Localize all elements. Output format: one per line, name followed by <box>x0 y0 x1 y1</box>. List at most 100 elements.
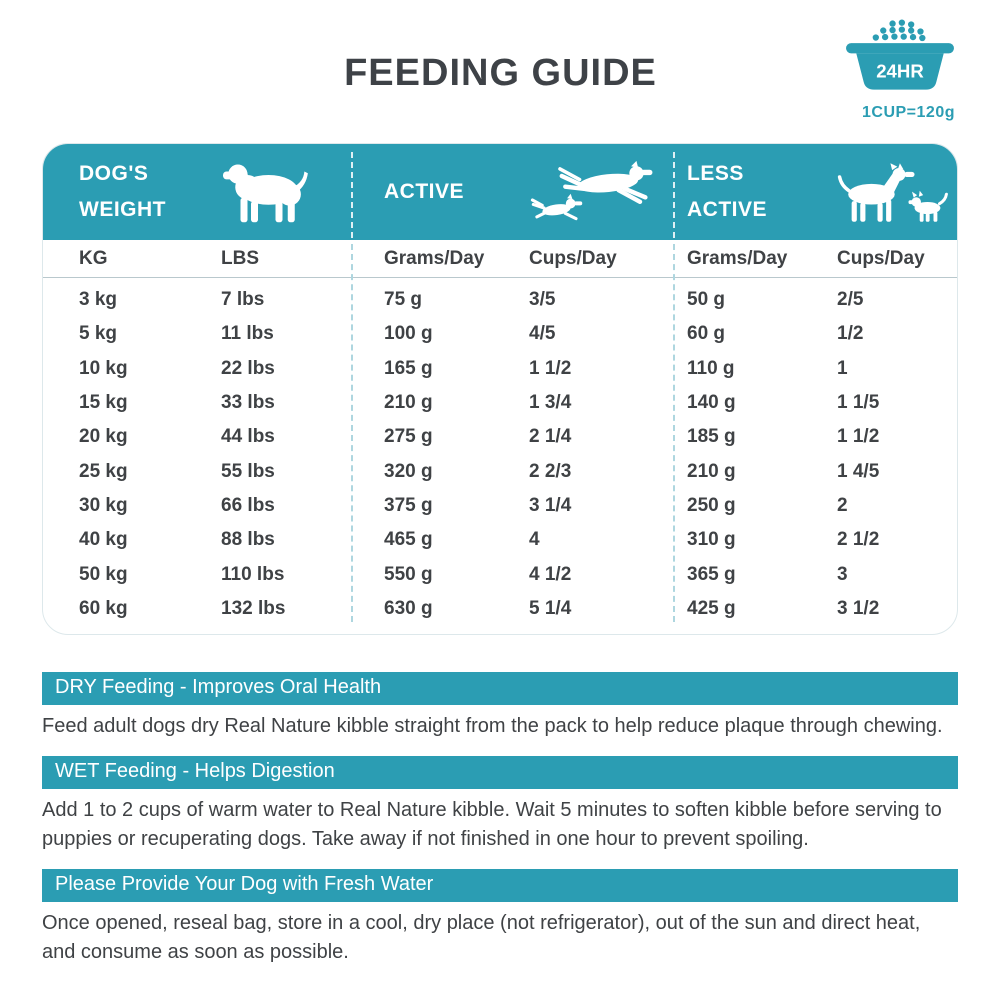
table-cell: 1 1/5 <box>837 392 880 414</box>
column-group-active: ACTIVE <box>384 174 529 210</box>
table-cell: 465 g <box>384 529 433 551</box>
table-cell: 110 lbs <box>221 563 285 585</box>
table-subheader: KG LBS Grams/Day Cups/Day Grams/Day Cups/Day <box>43 240 957 278</box>
column-header: Cups/Day <box>529 247 617 269</box>
column-header: Grams/Day <box>384 247 485 269</box>
table-cell: 140 g <box>687 392 736 414</box>
table-cell: 30 kg <box>79 494 128 516</box>
standing-dogs-icon <box>837 162 949 222</box>
table-row: 3 kg 7 lbs 75 g 3/5 50 g 2/5 <box>43 283 957 317</box>
table-cell: 4 1/2 <box>529 563 572 585</box>
dashed-separator <box>351 152 353 238</box>
group-label-line: LESS <box>687 162 744 186</box>
column-group-less-active: LESS ACTIVE <box>687 156 837 227</box>
section-heading-wet-feeding: WET Feeding - Helps Digestion <box>42 756 958 789</box>
table-cell: 20 kg <box>79 426 128 448</box>
section-heading-dry-feeding: DRY Feeding - Improves Oral Health <box>42 672 958 705</box>
table-cell: 310 g <box>687 529 736 551</box>
dashed-separator <box>351 244 353 622</box>
feeding-table: DOG'S WEIGHT <box>42 143 958 635</box>
bowl-graphic: 24HR <box>846 19 954 90</box>
column-header: Cups/Day <box>837 247 925 269</box>
table-cell: 210 g <box>687 460 736 482</box>
group-label-line: ACTIVE <box>384 180 465 204</box>
kibble-bowl-icon: 24HR <box>843 18 957 103</box>
table-cell: 2 1/4 <box>529 426 572 448</box>
table-cell: 44 lbs <box>221 426 275 448</box>
table-cell: 66 lbs <box>221 494 275 516</box>
table-cell: 3/5 <box>529 289 556 311</box>
section-body-fresh-water: Once opened, reseal bag, store in a cool… <box>42 912 921 963</box>
table-cell: 1 1/2 <box>837 426 880 448</box>
bowl-24hr-label: 24HR <box>876 61 924 82</box>
table-cell: 2 2/3 <box>529 460 572 482</box>
group-label-line: ACTIVE <box>687 198 768 221</box>
table-cell: 50 kg <box>79 563 128 585</box>
table-cell: 2 1/2 <box>837 529 880 551</box>
table-cell: 2 <box>837 494 848 516</box>
running-dogs-icon <box>529 160 655 224</box>
column-group-dogs-weight: DOG'S WEIGHT <box>79 156 221 227</box>
table-cell: 5 1/4 <box>529 597 572 619</box>
table-row: 40 kg 88 lbs 465 g 4 310 g 2 1/2 <box>43 523 957 557</box>
table-cell: 7 lbs <box>221 289 265 311</box>
table-row: 60 kg 132 lbs 630 g 5 1/4 425 g 3 1/2 <box>43 592 957 626</box>
table-cell: 1 1/2 <box>529 357 572 379</box>
column-header: KG <box>79 247 108 269</box>
table-cell: 3 <box>837 563 848 585</box>
table-cell: 3 kg <box>79 289 118 311</box>
table-cell: 375 g <box>384 494 433 516</box>
table-cell: 365 g <box>687 563 736 585</box>
group-label-line: WEIGHT <box>79 198 166 221</box>
table-cell: 10 kg <box>79 357 128 379</box>
table-row: 15 kg 33 lbs 210 g 1 3/4 140 g 1 1/5 <box>43 386 957 420</box>
table-cell: 3 1/2 <box>837 597 880 619</box>
table-cell: 210 g <box>384 392 433 414</box>
table-cell: 11 lbs <box>221 323 274 345</box>
table-cell: 132 lbs <box>221 597 286 619</box>
table-cell: 100 g <box>384 323 433 345</box>
column-header: Grams/Day <box>687 247 788 269</box>
table-cell: 15 kg <box>79 392 128 414</box>
table-cell: 1 3/4 <box>529 392 572 414</box>
table-cell: 630 g <box>384 597 433 619</box>
table-cell: 4 <box>529 529 540 551</box>
table-cell: 1 <box>837 357 848 379</box>
table-cell: 425 g <box>687 597 736 619</box>
table-cell: 110 g <box>687 357 735 379</box>
table-row: 5 kg 11 lbs 100 g 4/5 60 g 1/2 <box>43 317 957 351</box>
table-cell: 55 lbs <box>221 460 275 482</box>
table-cell: 22 lbs <box>221 357 275 379</box>
table-header: DOG'S WEIGHT <box>43 144 957 240</box>
page-title: FEEDING GUIDE <box>344 52 657 94</box>
table-cell: 50 g <box>687 289 726 311</box>
table-row: 20 kg 44 lbs 275 g 2 1/4 185 g 1 1/2 <box>43 420 957 454</box>
table-row: 30 kg 66 lbs 375 g 3 1/4 250 g 2 <box>43 489 957 523</box>
table-cell: 2/5 <box>837 289 864 311</box>
dashed-separator <box>673 244 675 622</box>
table-cell: 5 kg <box>79 323 118 345</box>
table-cell: 275 g <box>384 426 433 448</box>
section-heading-fresh-water: Please Provide Your Dog with Fresh Water <box>42 869 958 902</box>
table-cell: 320 g <box>384 460 433 482</box>
section-body-wet-feeding: Add 1 to 2 cups of warm water to Real Na… <box>42 799 942 850</box>
table-cell: 3 1/4 <box>529 494 572 516</box>
table-row: 50 kg 110 lbs 550 g 4 1/2 365 g 3 <box>43 557 957 591</box>
feeding-notes: DRY Feeding - Improves Oral Health Feed … <box>42 672 958 982</box>
table-cell: 185 g <box>687 426 736 448</box>
table-cell: 25 kg <box>79 460 128 482</box>
table-cell: 250 g <box>687 494 736 516</box>
table-cell: 60 g <box>687 323 726 345</box>
cup-measure-note: 1CUP=120g <box>862 104 955 121</box>
table-row: 10 kg 22 lbs 165 g 1 1/2 110 g 1 <box>43 352 957 386</box>
table-cell: 60 kg <box>79 597 128 619</box>
table-cell: 88 lbs <box>221 529 275 551</box>
table-body: 3 kg 7 lbs 75 g 3/5 50 g 2/5 5 kg 11 lbs 100 g 4/… <box>43 278 957 626</box>
column-header: LBS <box>221 247 259 269</box>
table-cell: 33 lbs <box>221 392 275 414</box>
table-cell: 4/5 <box>529 323 556 345</box>
st-bernard-dog-icon <box>221 161 309 224</box>
table-cell: 550 g <box>384 563 433 585</box>
section-body-dry-feeding: Feed adult dogs dry Real Nature kibble s… <box>42 715 943 737</box>
